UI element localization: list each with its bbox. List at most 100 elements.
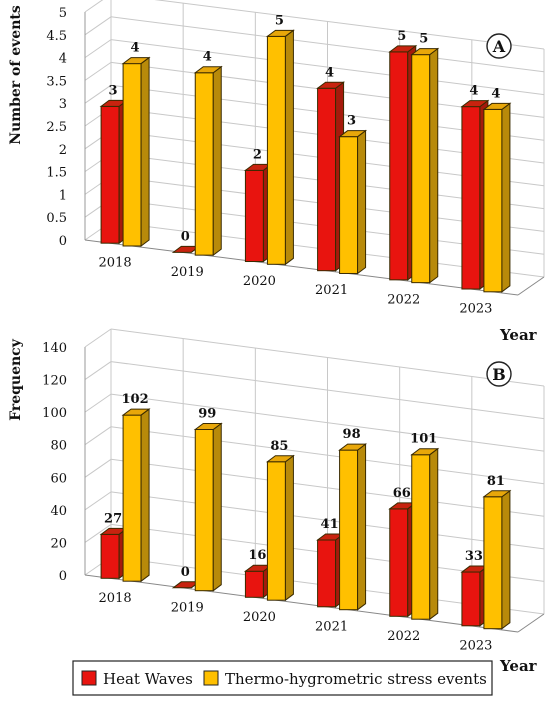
- x-tick-label: 2022: [387, 629, 420, 644]
- bar-side: [501, 102, 511, 293]
- data-label: 85: [270, 439, 288, 454]
- bar-side: [357, 443, 367, 611]
- x-tick-label: 2020: [243, 610, 276, 625]
- side-gridline: [84, 458, 112, 478]
- bar-top: [482, 102, 512, 110]
- data-label: 5: [397, 29, 406, 44]
- legend: Heat Waves Thermo-hygrometric stress eve…: [72, 660, 493, 696]
- bar: [411, 454, 431, 620]
- panel-letter: B: [492, 365, 506, 384]
- bar: [483, 108, 503, 293]
- data-label: 5: [275, 13, 284, 28]
- x-tick-label: 2019: [171, 265, 204, 280]
- bar: [339, 136, 359, 274]
- y-tick-label: 3.5: [46, 74, 67, 89]
- bar: [100, 105, 120, 244]
- data-label: 66: [393, 486, 411, 501]
- data-label: 102: [122, 392, 149, 407]
- data-label: 99: [198, 406, 216, 421]
- data-label: 0: [181, 565, 190, 580]
- x-axis-label: Year: [499, 657, 538, 675]
- x-tick-label: 2018: [99, 256, 132, 271]
- bar: [317, 87, 337, 272]
- bar-top: [460, 100, 490, 108]
- bar-top: [121, 408, 151, 416]
- panel-letter: A: [492, 37, 506, 56]
- bar: [389, 508, 409, 617]
- y-tick-label: 3: [59, 97, 67, 112]
- bar: [411, 54, 431, 284]
- panel-letter-circle: [486, 361, 512, 387]
- data-label: 4: [491, 86, 500, 101]
- bar: [339, 449, 359, 611]
- bar-side: [429, 447, 439, 621]
- bar-top: [193, 422, 223, 430]
- side-gridline: [84, 39, 112, 59]
- bar: [266, 35, 286, 265]
- y-tick-label: 4.5: [46, 29, 67, 44]
- bar: [266, 461, 286, 601]
- y-tick-label: 140: [42, 341, 67, 356]
- data-label: 41: [321, 517, 339, 532]
- y-tick-label: 1.5: [46, 166, 67, 181]
- bar: [461, 571, 481, 627]
- data-label: 98: [343, 427, 361, 442]
- x-tick-label: 2022: [387, 292, 420, 307]
- data-label: 27: [104, 511, 122, 526]
- side-gridline: [84, 361, 112, 380]
- side-gridline: [84, 61, 112, 81]
- bar-side: [357, 129, 367, 275]
- bar: [100, 533, 120, 579]
- legend-label-thermo: Thermo-hygrometric stress events: [225, 670, 487, 688]
- bar-top: [265, 29, 295, 37]
- y-tick-label: 2.5: [46, 120, 67, 135]
- bar-side: [212, 422, 222, 592]
- bar: [244, 570, 264, 598]
- data-label: 5: [419, 32, 428, 47]
- bar: [194, 428, 214, 592]
- bar-side: [284, 29, 294, 266]
- bar: [194, 72, 214, 256]
- y-tick-label: 0: [59, 569, 67, 584]
- bar-side: [212, 65, 222, 257]
- panel-b-chart: 0 20 40 60 80 100 120 140 27 102 2018 0 99 2019 16 85 20…: [8, 328, 545, 675]
- panel-letter-circle: [486, 33, 512, 59]
- data-label: 0: [181, 229, 190, 244]
- x-tick-label: 2021: [315, 283, 348, 298]
- bar: [461, 106, 481, 290]
- y-tick-label: 5: [59, 6, 67, 21]
- y-tick-label: 80: [50, 439, 67, 454]
- bar-top: [410, 48, 440, 56]
- x-tick-label: 2023: [459, 638, 492, 653]
- side-gridline: [84, 491, 112, 511]
- data-label: 4: [131, 41, 140, 56]
- y-tick-label: 60: [50, 471, 67, 486]
- bar-top: [316, 81, 346, 89]
- y-tick-label: 4: [59, 52, 67, 67]
- y-tick-label: 0.5: [46, 211, 67, 226]
- x-axis-label: Year: [499, 326, 538, 344]
- legend-swatch-thermo: [203, 670, 219, 686]
- x-tick-label: 2018: [99, 591, 132, 606]
- floor-edge: [517, 613, 545, 633]
- x-tick-label: 2021: [315, 619, 348, 634]
- x-tick-label: 2020: [243, 274, 276, 289]
- x-tick-label: 2023: [459, 301, 492, 316]
- bar: [389, 51, 409, 281]
- bar: [122, 414, 142, 582]
- data-label: 33: [465, 549, 483, 564]
- panel-a-chart: 0 0.5 1 1.5 2 2.5 3 3.5 4 4.5 5 3 4 2018 0 4 2019 2 5 2020 4…: [8, 0, 545, 344]
- side-gridline: [84, 426, 112, 446]
- y-tick-label: 120: [42, 374, 67, 389]
- y-tick-label: 40: [50, 504, 67, 519]
- bar-top: [388, 45, 418, 53]
- floor-edge: [517, 276, 545, 296]
- bar-top: [193, 66, 223, 74]
- y-axis-label: Frequency: [8, 338, 24, 421]
- data-label: 3: [109, 83, 118, 98]
- bar-side: [501, 489, 511, 630]
- data-label: 81: [487, 474, 505, 489]
- side-gridline: [84, 84, 112, 104]
- bar: [122, 63, 142, 247]
